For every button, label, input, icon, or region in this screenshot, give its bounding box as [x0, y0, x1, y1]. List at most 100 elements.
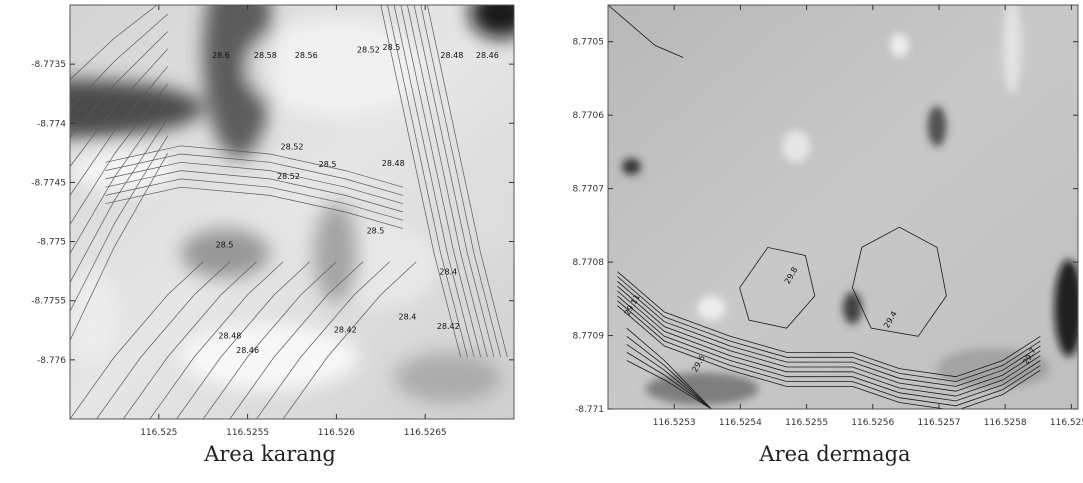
x-tick-label: 116.526 — [318, 428, 355, 438]
contour-line — [617, 276, 1041, 382]
contour-line — [617, 285, 1041, 392]
shade-patch — [70, 265, 119, 366]
contour-line — [626, 335, 712, 409]
chart-area-karang: -8.7735 -8.774 -8.7745 -8.775 -8.7755 -8.776 1… — [0, 0, 520, 440]
contour-line — [387, 5, 468, 357]
contour-line — [123, 261, 257, 419]
contour-line — [617, 305, 1041, 409]
contour-line — [176, 261, 311, 419]
plot-frame — [69, 4, 515, 420]
contour-line — [413, 5, 495, 357]
contour-line — [70, 66, 168, 196]
contour-line — [617, 295, 1041, 402]
shade-patch — [781, 130, 811, 163]
contour-label: 28.6 — [212, 51, 230, 60]
shade-patch — [181, 228, 270, 279]
contour-label: 28.42 — [334, 326, 357, 335]
contour-label: 28.52 — [281, 142, 304, 151]
contour-line — [617, 300, 1041, 407]
x-tick-label: 116.5258 — [984, 418, 1027, 428]
shade-patch — [469, 5, 514, 39]
contour-label: 28.48 — [382, 159, 405, 168]
plot-background — [608, 5, 1078, 409]
contour-label: 28.46 — [476, 51, 499, 60]
contour-line — [70, 13, 168, 109]
contour-label: 28.42 — [437, 322, 460, 331]
x-tick-label: 116.5259 — [1050, 418, 1083, 428]
contour-line — [105, 161, 404, 205]
y-tick-label: -8.774 — [37, 119, 66, 129]
plot-field — [70, 5, 514, 419]
contour-line — [70, 261, 204, 419]
shade-patch — [247, 17, 426, 117]
contour-line — [70, 31, 168, 138]
plot-field — [608, 5, 1078, 409]
x-tick-label: 116.5255 — [785, 418, 828, 428]
plot-frame — [607, 4, 1079, 410]
shade-patch — [697, 295, 726, 321]
contour-line — [608, 5, 684, 58]
contour-line — [105, 178, 404, 221]
x-tick-label: 116.525 — [140, 428, 177, 438]
contour-line — [626, 360, 712, 409]
chart-area-dermaga-svg: 8.7705 8.7706 8.7707 8.7708 8.7709 -8.771 116.… — [573, 4, 1083, 428]
contour-label: 28.5 — [319, 160, 337, 169]
contour-line — [105, 153, 404, 196]
y-tick-label: 8.7708 — [573, 258, 605, 268]
x-tick-label: 116.5265 — [404, 428, 447, 438]
caption-area-dermaga: Area dermaga — [759, 442, 911, 466]
contour-line — [393, 5, 475, 357]
contour-line — [407, 5, 488, 357]
contour-line — [105, 145, 404, 188]
contour-line — [617, 271, 1041, 378]
contour-line — [202, 261, 337, 419]
contour-line — [256, 261, 390, 419]
x-tick-label: 116.5253 — [653, 418, 696, 428]
contour-label: 28.48 — [218, 332, 241, 341]
contour-label: 28.52 — [277, 172, 300, 181]
contour-label: 28.58 — [254, 51, 277, 60]
y-tick-label: -8.776 — [37, 356, 66, 366]
contour-label: 28.4 — [439, 268, 457, 277]
contour-line — [617, 290, 1041, 397]
contour-line — [149, 261, 284, 419]
contour-label: 28.5 — [367, 226, 385, 235]
contour-line — [70, 5, 158, 80]
y-tick-label: 8.7706 — [573, 111, 605, 121]
contour-label: 28.48 — [440, 51, 463, 60]
x-tick-label: 116.5255 — [226, 428, 269, 438]
contour-label: 28.4 — [399, 313, 417, 322]
contour-label: 28.5 — [216, 240, 234, 249]
shade-patch — [843, 291, 862, 325]
y-tick-label: 8.7707 — [573, 185, 605, 195]
x-tick-label: 116.5254 — [719, 418, 762, 428]
contour-line — [851, 226, 947, 337]
contour-label: 28.56 — [295, 51, 318, 60]
contour-line — [70, 135, 168, 312]
contour-line — [739, 246, 816, 329]
y-tick-label: 8.7709 — [573, 332, 605, 342]
shade-patch — [180, 323, 359, 391]
shade-patch — [927, 106, 947, 147]
shade-patch — [203, 5, 275, 159]
y-tick-label: -8.7735 — [31, 60, 66, 70]
shade-patch — [622, 158, 641, 175]
contour-line — [70, 153, 169, 341]
shade-patch — [1002, 5, 1022, 94]
y-tick-label: -8.771 — [575, 405, 604, 415]
contour-line — [70, 83, 168, 225]
contour-line — [626, 352, 712, 409]
shade-patch — [1054, 259, 1078, 357]
contour-line — [420, 5, 502, 357]
contour-line — [427, 5, 508, 357]
shade-patch — [465, 129, 514, 254]
contour-line — [282, 261, 417, 419]
contour-label: 28.5 — [383, 43, 401, 52]
y-tick-label: -8.7755 — [31, 297, 66, 307]
contour-label: 28.52 — [357, 45, 380, 54]
chart-area-dermaga: 8.7705 8.7706 8.7707 8.7708 8.7709 -8.771 116.… — [548, 0, 1083, 440]
shade-patch — [394, 352, 501, 403]
contour-line — [105, 170, 404, 213]
shade-patch — [314, 203, 359, 304]
caption-area-karang: Area karang — [204, 442, 336, 466]
